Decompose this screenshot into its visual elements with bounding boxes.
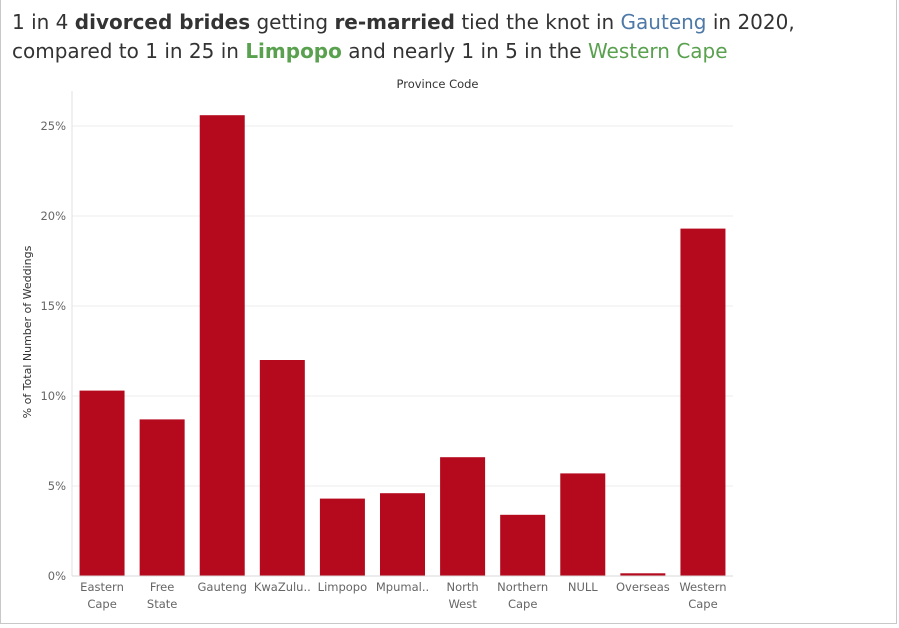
y-tick-label: 5% xyxy=(48,479,66,493)
x-tick-label: Free xyxy=(150,580,174,594)
title-part: re-married xyxy=(334,10,455,34)
x-tick-label: Cape xyxy=(508,597,537,611)
bar xyxy=(79,390,125,576)
x-tick-label: Eastern xyxy=(80,580,124,594)
bar xyxy=(560,473,606,576)
bar xyxy=(199,115,245,576)
bar xyxy=(319,498,365,576)
title-part: divorced brides xyxy=(74,10,251,34)
bar xyxy=(259,360,305,576)
x-tick-label: North xyxy=(447,580,479,594)
x-tick-label: Cape xyxy=(688,597,717,611)
chart-title: 1 in 4 divorced brides getting re-marrie… xyxy=(12,8,887,66)
x-tick-label: Cape xyxy=(87,597,116,611)
bar xyxy=(500,514,546,576)
y-tick-label: 15% xyxy=(40,299,66,313)
bar xyxy=(139,419,185,576)
y-tick-label: 10% xyxy=(40,389,66,403)
x-tick-label: Overseas xyxy=(616,580,670,594)
title-part: tied the knot in xyxy=(454,10,621,34)
title-gauteng: Gauteng xyxy=(620,10,707,34)
bar xyxy=(380,493,425,576)
bar xyxy=(620,573,666,576)
x-tick-label: Gauteng xyxy=(198,580,247,594)
x-tick-label: West xyxy=(448,597,477,611)
title-part: 1 in 4 xyxy=(12,10,75,34)
x-tick-label: KwaZulu.. xyxy=(254,580,311,594)
title-part: in 2020, compared to 1 in 25 in xyxy=(12,10,795,63)
bar xyxy=(680,228,726,576)
x-tick-label: Western xyxy=(679,580,726,594)
title-part: and nearly 1 in 5 in the xyxy=(341,39,588,63)
bar xyxy=(440,457,486,576)
x-tick-label: State xyxy=(147,597,177,611)
y-tick-label: 0% xyxy=(48,569,66,583)
x-tick-label: NULL xyxy=(568,580,598,594)
y-tick-label: 20% xyxy=(40,209,66,223)
y-tick-label: 25% xyxy=(40,119,66,133)
column-header: Province Code xyxy=(396,77,478,91)
x-tick-label: Mpumal.. xyxy=(376,580,429,594)
x-tick-label: Northern xyxy=(497,580,548,594)
y-axis-label: % of Total Number of Weddings xyxy=(21,245,34,418)
title-part: getting xyxy=(250,10,335,34)
title-western-cape: Western Cape xyxy=(587,39,728,63)
bar-chart: Province Code % of Total Number of Weddin… xyxy=(21,77,733,611)
x-tick-label: Limpopo xyxy=(318,580,367,594)
title-limpopo: Limpopo xyxy=(245,39,342,63)
